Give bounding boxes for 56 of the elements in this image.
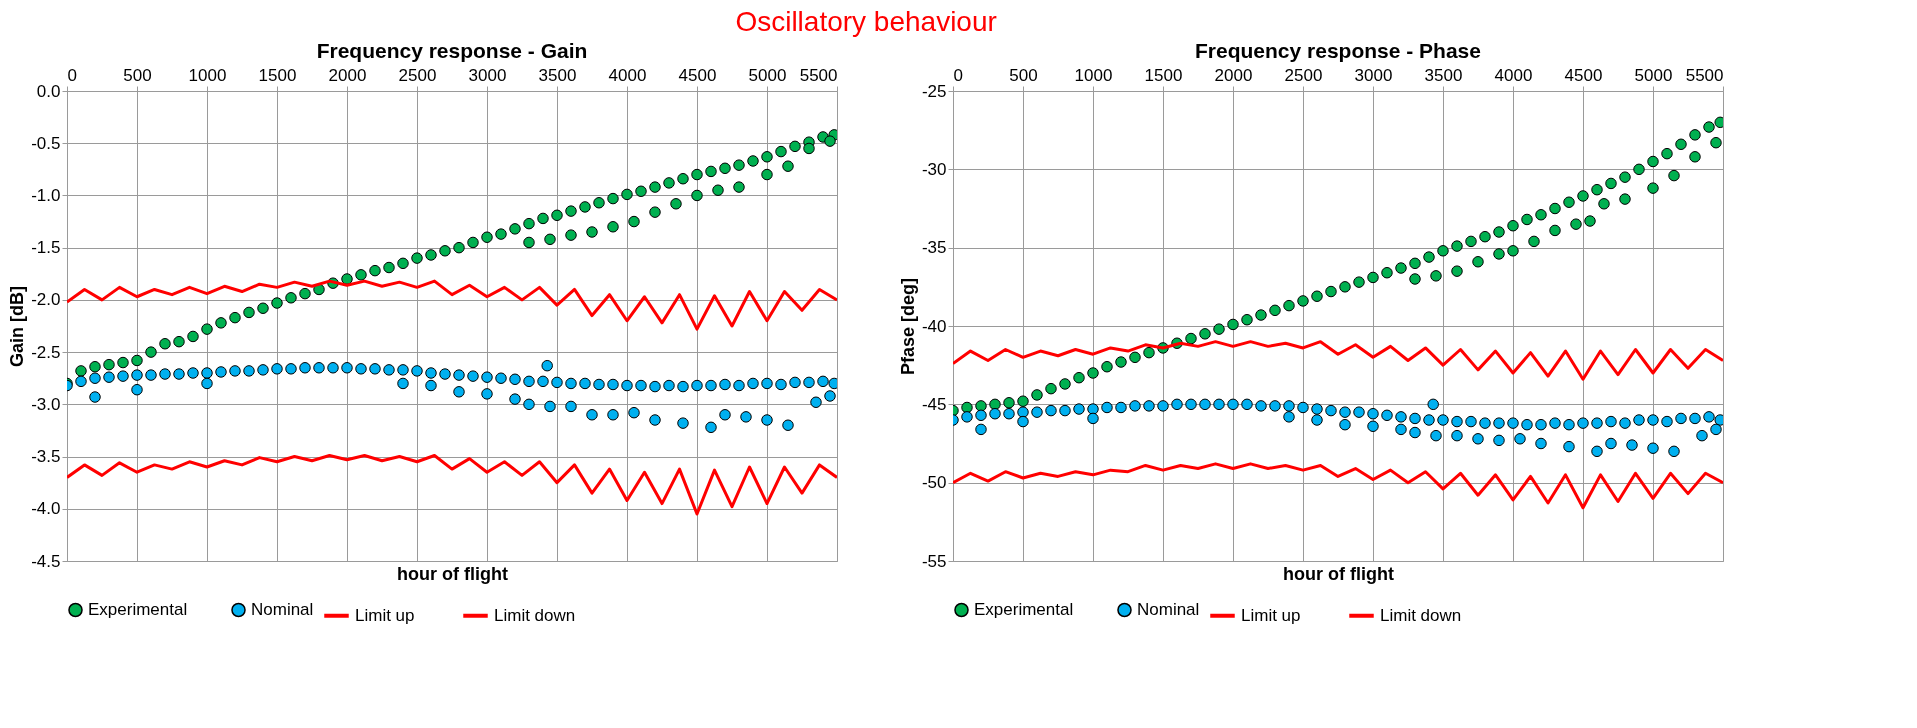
x-axis-title: hour of flight — [397, 563, 508, 584]
y-tick-label: -2.5 — [31, 342, 61, 362]
chart-title: Frequency response - Phase — [1195, 39, 1481, 62]
x-tick-label: 1500 — [258, 65, 297, 85]
x-tick-label: 5500 — [1685, 65, 1724, 85]
legend-label: Nominal — [251, 599, 314, 619]
x-tick-label: 5000 — [748, 65, 787, 85]
y-tick-label: -50 — [921, 473, 947, 493]
x-tick-label: 1500 — [1144, 65, 1183, 85]
x-tick-label: 3000 — [468, 65, 507, 85]
x-tick-label: 0 — [953, 65, 963, 85]
x-tick-label: 2000 — [1214, 65, 1253, 85]
x-tick-label: 2500 — [398, 65, 437, 85]
y-tick-label: -30 — [921, 159, 947, 179]
x-tick-label: 1000 — [188, 65, 227, 85]
x-tick-label: 1000 — [1074, 65, 1113, 85]
y-tick-label: -0.5 — [31, 133, 61, 153]
chart-title: Frequency response - Gain — [316, 39, 588, 62]
y-tick-label: -55 — [921, 551, 947, 571]
legend-label: Limit up — [1241, 605, 1301, 625]
y-tick-label: -35 — [921, 238, 947, 258]
x-tick-label: 4000 — [608, 65, 647, 85]
y-tick-label: -3.5 — [31, 447, 61, 467]
x-tick-label: 4500 — [678, 65, 717, 85]
legend-label: Nominal — [1137, 599, 1200, 619]
x-tick-label: 5000 — [1634, 65, 1673, 85]
x-tick-label: 500 — [1009, 65, 1038, 85]
x-tick-label: 2500 — [1284, 65, 1323, 85]
y-tick-label: -1.0 — [31, 185, 61, 205]
legend-label: Limit up — [355, 605, 415, 625]
y-tick-label: 0.0 — [36, 81, 61, 101]
x-tick-label: 4500 — [1564, 65, 1603, 85]
x-tick-label: 3000 — [1354, 65, 1393, 85]
y-tick-label: -3.0 — [31, 394, 61, 414]
legend-label: Experimental — [974, 599, 1074, 619]
y-tick-label: -1.5 — [31, 238, 61, 258]
legend-label: Limit down — [1380, 605, 1462, 625]
y-axis-title: Pfase [deg] — [897, 277, 918, 376]
y-tick-label: -2.0 — [31, 290, 61, 310]
x-tick-label: 3500 — [538, 65, 577, 85]
y-axis-title: Gain [dB] — [7, 286, 28, 367]
y-tick-label: -4.0 — [31, 499, 61, 519]
legend-label: Experimental — [88, 599, 188, 619]
x-tick-label: 3500 — [1424, 65, 1463, 85]
x-axis-title: hour of flight — [1283, 563, 1394, 584]
text: Oscillatory behaviour — [735, 5, 997, 37]
x-tick-label: 0 — [67, 65, 77, 85]
y-tick-label: -45 — [921, 394, 947, 414]
x-tick-label: 2000 — [328, 65, 367, 85]
x-tick-label: 5500 — [799, 65, 838, 85]
x-tick-label: 4000 — [1494, 65, 1533, 85]
legend-label: Limit down — [494, 605, 576, 625]
y-tick-label: -25 — [921, 81, 947, 101]
y-tick-label: -4.5 — [31, 551, 61, 571]
y-tick-label: -40 — [921, 316, 947, 336]
x-tick-label: 500 — [123, 65, 152, 85]
